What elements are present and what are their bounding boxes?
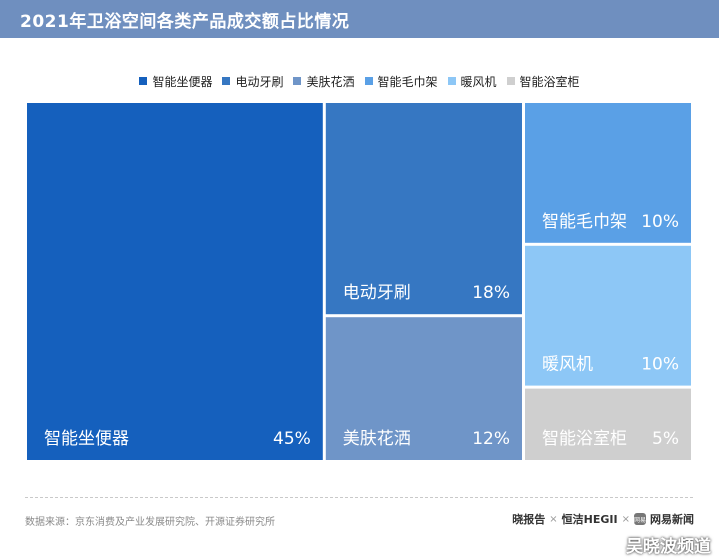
chart-title: 2021年卫浴空间各类产品成交额占比情况 [20, 12, 350, 32]
brand-hegii: 恒洁HEGII [561, 513, 618, 526]
legend-swatch [139, 77, 148, 85]
tile-name-label: 智能坐便器 [44, 429, 129, 449]
legend-label: 智能毛巾架 [377, 74, 438, 89]
brand-xiaobaogao: 晓报告 [512, 513, 546, 526]
legend-label: 智能坐便器 [152, 74, 213, 89]
legend-item: 暖风机 [447, 73, 497, 90]
legend-label: 美肤花洒 [306, 74, 355, 89]
tile-value-label: 10% [641, 355, 679, 375]
tile-name-label: 暖风机 [542, 355, 593, 375]
treemap-tile [525, 245, 691, 386]
legend-item: 美肤花洒 [293, 73, 355, 90]
watermark: 吴晓波频道 [626, 537, 711, 557]
tile-name-label: 美肤花洒 [343, 429, 411, 449]
legend-item: 智能毛巾架 [364, 73, 438, 90]
footer-divider [25, 497, 693, 498]
treemap-tile [27, 103, 323, 460]
brand-netease-news: 网易新闻 [650, 513, 694, 526]
treemap-tile [525, 388, 691, 460]
tile-value-label: 18% [472, 283, 510, 303]
legend-item: 智能坐便器 [139, 73, 212, 90]
legend-swatch [293, 77, 302, 85]
data-source-note: 数据来源：京东消费及产业发展研究院、开源证券研究所 [25, 517, 275, 528]
netease-logo-icon: 网易 [634, 513, 646, 525]
tile-value-label: 5% [652, 429, 679, 449]
tile-name-label: 电动牙刷 [343, 283, 411, 303]
legend-item: 智能浴室柜 [506, 73, 580, 90]
legend-label: 智能浴室柜 [519, 74, 580, 89]
legend-label: 暖风机 [460, 74, 497, 89]
tile-name-label: 智能浴室柜 [542, 429, 627, 449]
tile-value-label: 10% [641, 212, 679, 232]
legend-label: 电动牙刷 [235, 74, 284, 89]
tile-value-label: 45% [273, 429, 311, 449]
header-bar: 2021年卫浴空间各类产品成交额占比情况 [0, 0, 719, 38]
legend-swatch [364, 77, 373, 85]
legend-swatch [447, 77, 456, 85]
tile-name-label: 智能毛巾架 [542, 212, 627, 232]
legend-swatch [506, 77, 515, 85]
brand-logos: 晓报告 × 恒洁HEGII × 网易 网易新闻 [512, 511, 694, 527]
legend-swatch [222, 77, 231, 85]
chart-legend: 智能坐便器 电动牙刷 美肤花洒 智能毛巾架 暖风机 智能浴室柜 [0, 72, 719, 90]
brand-separator: × [621, 513, 630, 525]
treemap-tile [525, 103, 691, 243]
treemap-tile [325, 103, 522, 315]
treemap-tile [325, 317, 522, 460]
brand-separator: × [549, 513, 558, 525]
legend-item: 电动牙刷 [222, 73, 283, 90]
tile-value-label: 12% [472, 429, 510, 449]
